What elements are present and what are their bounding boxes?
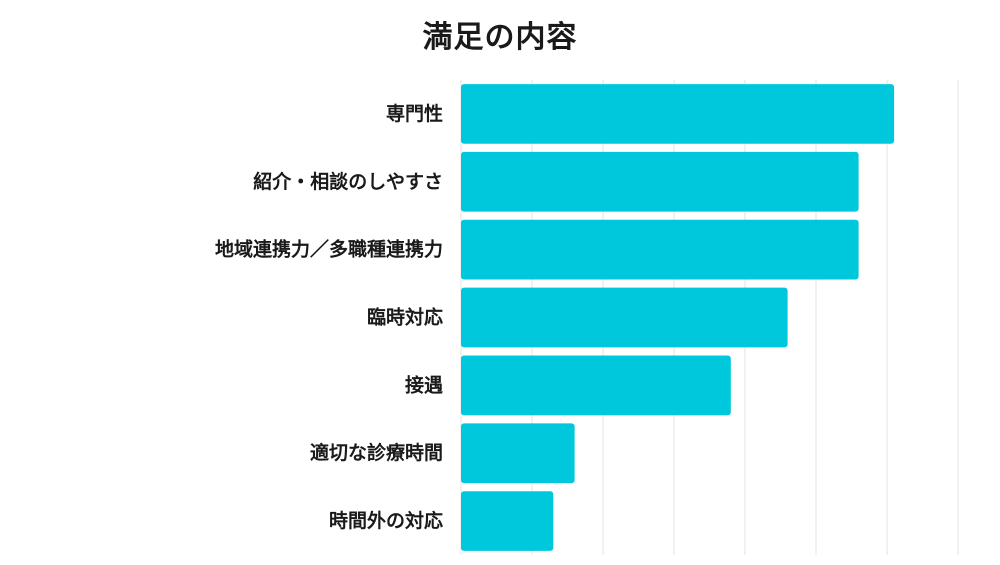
category-label: 地域連携力／多職種連携力 [215, 238, 443, 261]
bar [461, 287, 788, 348]
bar [461, 219, 859, 280]
category-label: 適切な診療時間 [310, 441, 443, 464]
chart-title: 満足の内容 [422, 20, 578, 55]
category-label: 臨時対応 [367, 306, 443, 329]
bar [461, 491, 554, 551]
bar [461, 423, 575, 484]
bar [461, 355, 731, 416]
category-label: 時間外の対応 [329, 509, 443, 532]
category-labels: 専門性紹介・相談のしやすさ地域連携力／多職種連携力臨時対応接遇適切な診療時間時間… [215, 102, 443, 532]
bar [461, 84, 895, 144]
category-label: 紹介・相談のしやすさ [253, 170, 443, 193]
bar [461, 151, 859, 212]
category-label: 専門性 [386, 102, 443, 125]
category-label: 接遇 [405, 374, 443, 396]
bars [461, 84, 895, 551]
